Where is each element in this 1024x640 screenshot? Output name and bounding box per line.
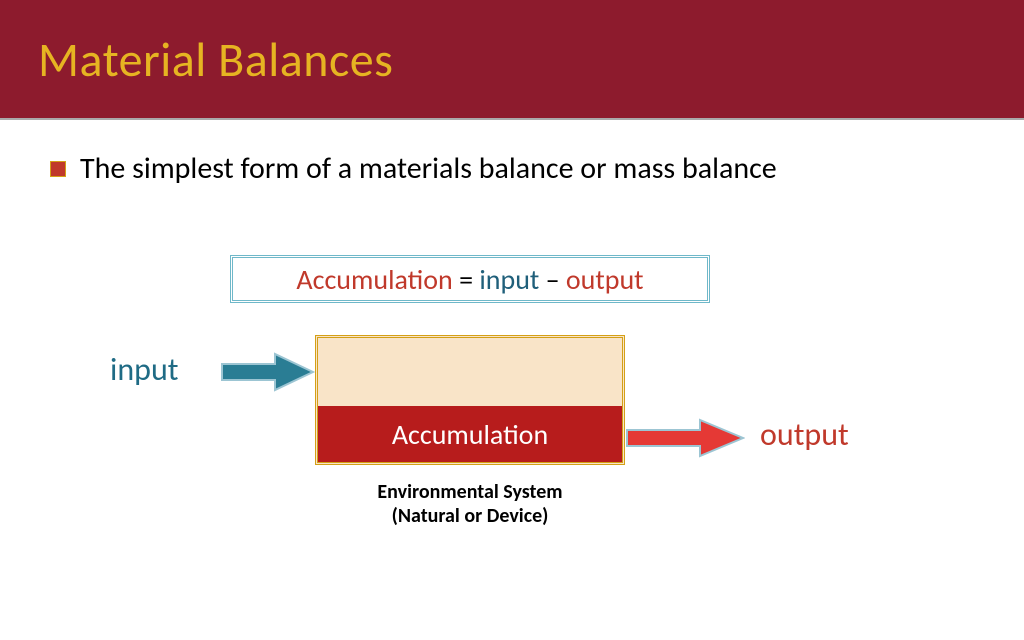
formula-box: Accumulation = input – output — [230, 255, 710, 303]
output-label: output — [760, 415, 849, 454]
input-arrow-icon — [220, 352, 315, 392]
bullet-text: The simplest form of a materials balance… — [80, 150, 777, 187]
formula-equals: = — [453, 262, 480, 297]
caption-line-1: Environmental System — [315, 480, 625, 504]
title-bar: Material Balances — [0, 0, 1024, 120]
bullet-item: The simplest form of a materials balance… — [50, 150, 777, 187]
slide-content: The simplest form of a materials balance… — [0, 120, 1024, 640]
system-box-top — [318, 338, 622, 406]
formula-input: input — [479, 262, 539, 297]
bullet-icon — [50, 161, 66, 177]
output-arrow-icon — [625, 418, 745, 458]
formula-output: output — [566, 262, 644, 297]
caption-line-2: (Natural or Device) — [315, 504, 625, 528]
system-box-accum-label: Accumulation — [318, 406, 622, 462]
input-label: input — [110, 350, 179, 389]
page-title: Material Balances — [38, 30, 393, 89]
system-caption: Environmental System (Natural or Device) — [315, 480, 625, 528]
formula-minus: – — [539, 262, 566, 297]
formula-accum: Accumulation — [296, 262, 452, 297]
system-box: Accumulation — [315, 335, 625, 465]
